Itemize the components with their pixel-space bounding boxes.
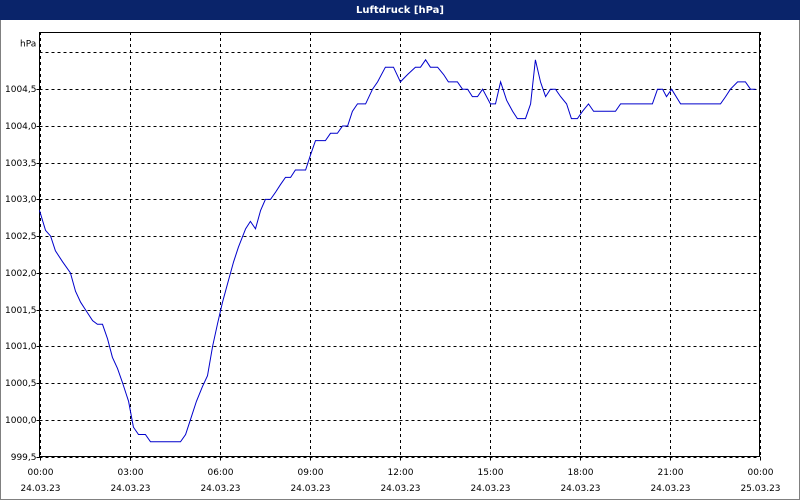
x-tick-date: 24.03.23 bbox=[110, 484, 150, 494]
x-tick-label: 03:00 bbox=[118, 468, 144, 478]
x-tick-date: 25.03.23 bbox=[740, 484, 780, 494]
x-tick-label: 00:00 bbox=[28, 468, 54, 478]
y-tick-label: 1001,5 bbox=[5, 306, 37, 316]
y-tick-label: 1000,0 bbox=[5, 416, 37, 426]
y-tick-label: 1003,0 bbox=[5, 195, 37, 205]
x-tick-date: 24.03.23 bbox=[470, 484, 510, 494]
x-tick-date: 24.03.23 bbox=[290, 484, 330, 494]
y-tick-label: 1001,0 bbox=[5, 342, 37, 352]
x-tick-date: 24.03.23 bbox=[380, 484, 420, 494]
x-tick-date: 24.03.23 bbox=[650, 484, 690, 494]
chart-title: Luftdruck [hPa] bbox=[356, 5, 444, 16]
x-tick-label: 06:00 bbox=[208, 468, 234, 478]
x-tick-label: 18:00 bbox=[568, 468, 594, 478]
x-tick-date: 24.03.23 bbox=[20, 484, 60, 494]
y-tick-label: 1003,5 bbox=[5, 159, 37, 169]
plot-frame bbox=[39, 32, 760, 457]
x-tick-label: 15:00 bbox=[478, 468, 504, 478]
x-tick-label: 21:00 bbox=[658, 468, 684, 478]
data-line bbox=[39, 58, 756, 443]
y-tick-label: 1002,5 bbox=[5, 232, 37, 242]
x-tick-date: 24.03.23 bbox=[560, 484, 600, 494]
y-tick-label: 1004,0 bbox=[5, 122, 37, 132]
x-tick-date: 24.03.23 bbox=[200, 484, 240, 494]
x-tick-label: 09:00 bbox=[298, 468, 324, 478]
y-tick-label: 1002,0 bbox=[5, 269, 37, 279]
y-tick-label: 999,5 bbox=[11, 453, 37, 463]
y-tick-label: 1000,5 bbox=[5, 379, 37, 389]
x-tick-label: 00:00 bbox=[748, 468, 774, 478]
x-tick-label: 12:00 bbox=[388, 468, 414, 478]
title-bar bbox=[0, 0, 800, 20]
y-axis-label: hPa bbox=[20, 40, 36, 50]
y-tick-label: 1004,5 bbox=[5, 85, 37, 95]
